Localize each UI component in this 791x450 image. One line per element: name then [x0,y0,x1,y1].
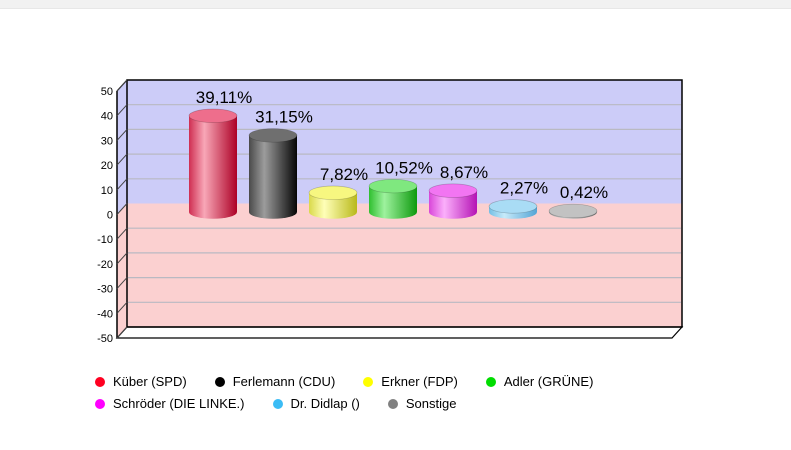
bar-cylinder-dr-didlap-top [488,199,538,214]
y-axis-tick [116,227,128,240]
y-axis-tick-label: -20 [97,259,113,271]
y-axis-tick [116,326,128,339]
y-axis-tick-label: 0 [107,210,113,222]
y-axis-tick-label: -50 [97,333,113,345]
window-top-strip [0,0,791,9]
y-axis-tick [116,277,128,289]
legend-dot [95,398,105,409]
bar-value-label: 8,67% [440,163,488,182]
legend-dot [272,398,283,409]
plot-wall-negative [127,203,682,327]
y-axis-tick [116,203,128,215]
bar-value-label: 10,52% [375,158,433,177]
y-axis-tick [116,178,128,191]
y-axis-tick [116,153,128,166]
y-axis-tick-label: -40 [97,308,113,320]
legend-label: Dr. Didlap () [290,396,360,411]
y-axis-tick-label: 10 [101,185,113,197]
y-axis-tick-label: 50 [101,86,113,98]
chart-legend: Küber (SPD) Ferlemann (CDU) Erkner (FDP) Ad… [95,374,695,411]
legend-label: Erkner (FDP) [381,374,458,389]
legend-item-ferlemann-cdu: Ferlemann (CDU) [214,374,336,389]
legend-dot [214,376,225,387]
bar-cylinder-sonstige-top [548,203,598,219]
legend-item-sonstige: Sonstige [387,396,457,411]
legend-dot [95,376,105,387]
bar-cylinder-ferlemann-cdu-top [248,128,298,143]
left-wall-positive [117,80,127,215]
legend-item-erkner-fdp: Erkner (FDP) [363,374,458,389]
legend-label: Ferlemann (CDU) [232,374,336,389]
bar-value-label: 2,27% [500,179,548,198]
bar-cylinder-erkner-fdp-top [308,185,358,200]
legend-dot [485,376,496,387]
legend-item-schr-der-die-linke: Schröder (DIE LINKE.) [95,396,245,411]
y-axis-tick-label: 30 [101,135,113,147]
bar-cylinder-k-ber-spd-body [189,115,237,212]
y-axis-tick [116,79,128,92]
y-axis-tick [116,104,128,117]
legend-item-k-ber-spd: Küber (SPD) [95,374,187,389]
plot-floor [115,326,684,339]
legend-dot [363,376,374,387]
bar-cylinder-adler-gr-ne-top [368,178,418,194]
y-axis-tick-label: -10 [97,234,113,246]
legend-label: Sonstige [405,396,457,411]
bar-value-label: 31,15% [255,108,313,127]
left-wall-negative [117,203,127,338]
legend-dot [387,398,398,409]
legend-item-adler-gr-ne: Adler (GRÜNE) [485,374,594,389]
y-axis-tick-label: -30 [97,284,113,296]
bar-cylinder-k-ber-spd-top [188,108,238,123]
y-axis-tick [116,252,128,265]
legend-label: Adler (GRÜNE) [503,374,594,389]
legend-label: Schröder (DIE LINKE.) [113,396,245,411]
bar-value-label: 7,82% [320,165,368,184]
bar-cylinder-ferlemann-cdu-body [249,135,297,212]
y-axis-tick-label: 40 [101,111,113,123]
legend-label: Küber (SPD) [113,374,187,389]
bar-cylinder-schr-der-die-linke-top [428,183,478,198]
legend-item-dr-didlap: Dr. Didlap () [272,396,360,411]
y-axis-tick-label: 20 [101,160,113,172]
y-axis-tick [116,129,128,141]
bar-value-label: 0,42% [560,183,608,202]
bar-value-label: 39,11% [196,88,252,107]
y-axis-tick [116,301,128,314]
